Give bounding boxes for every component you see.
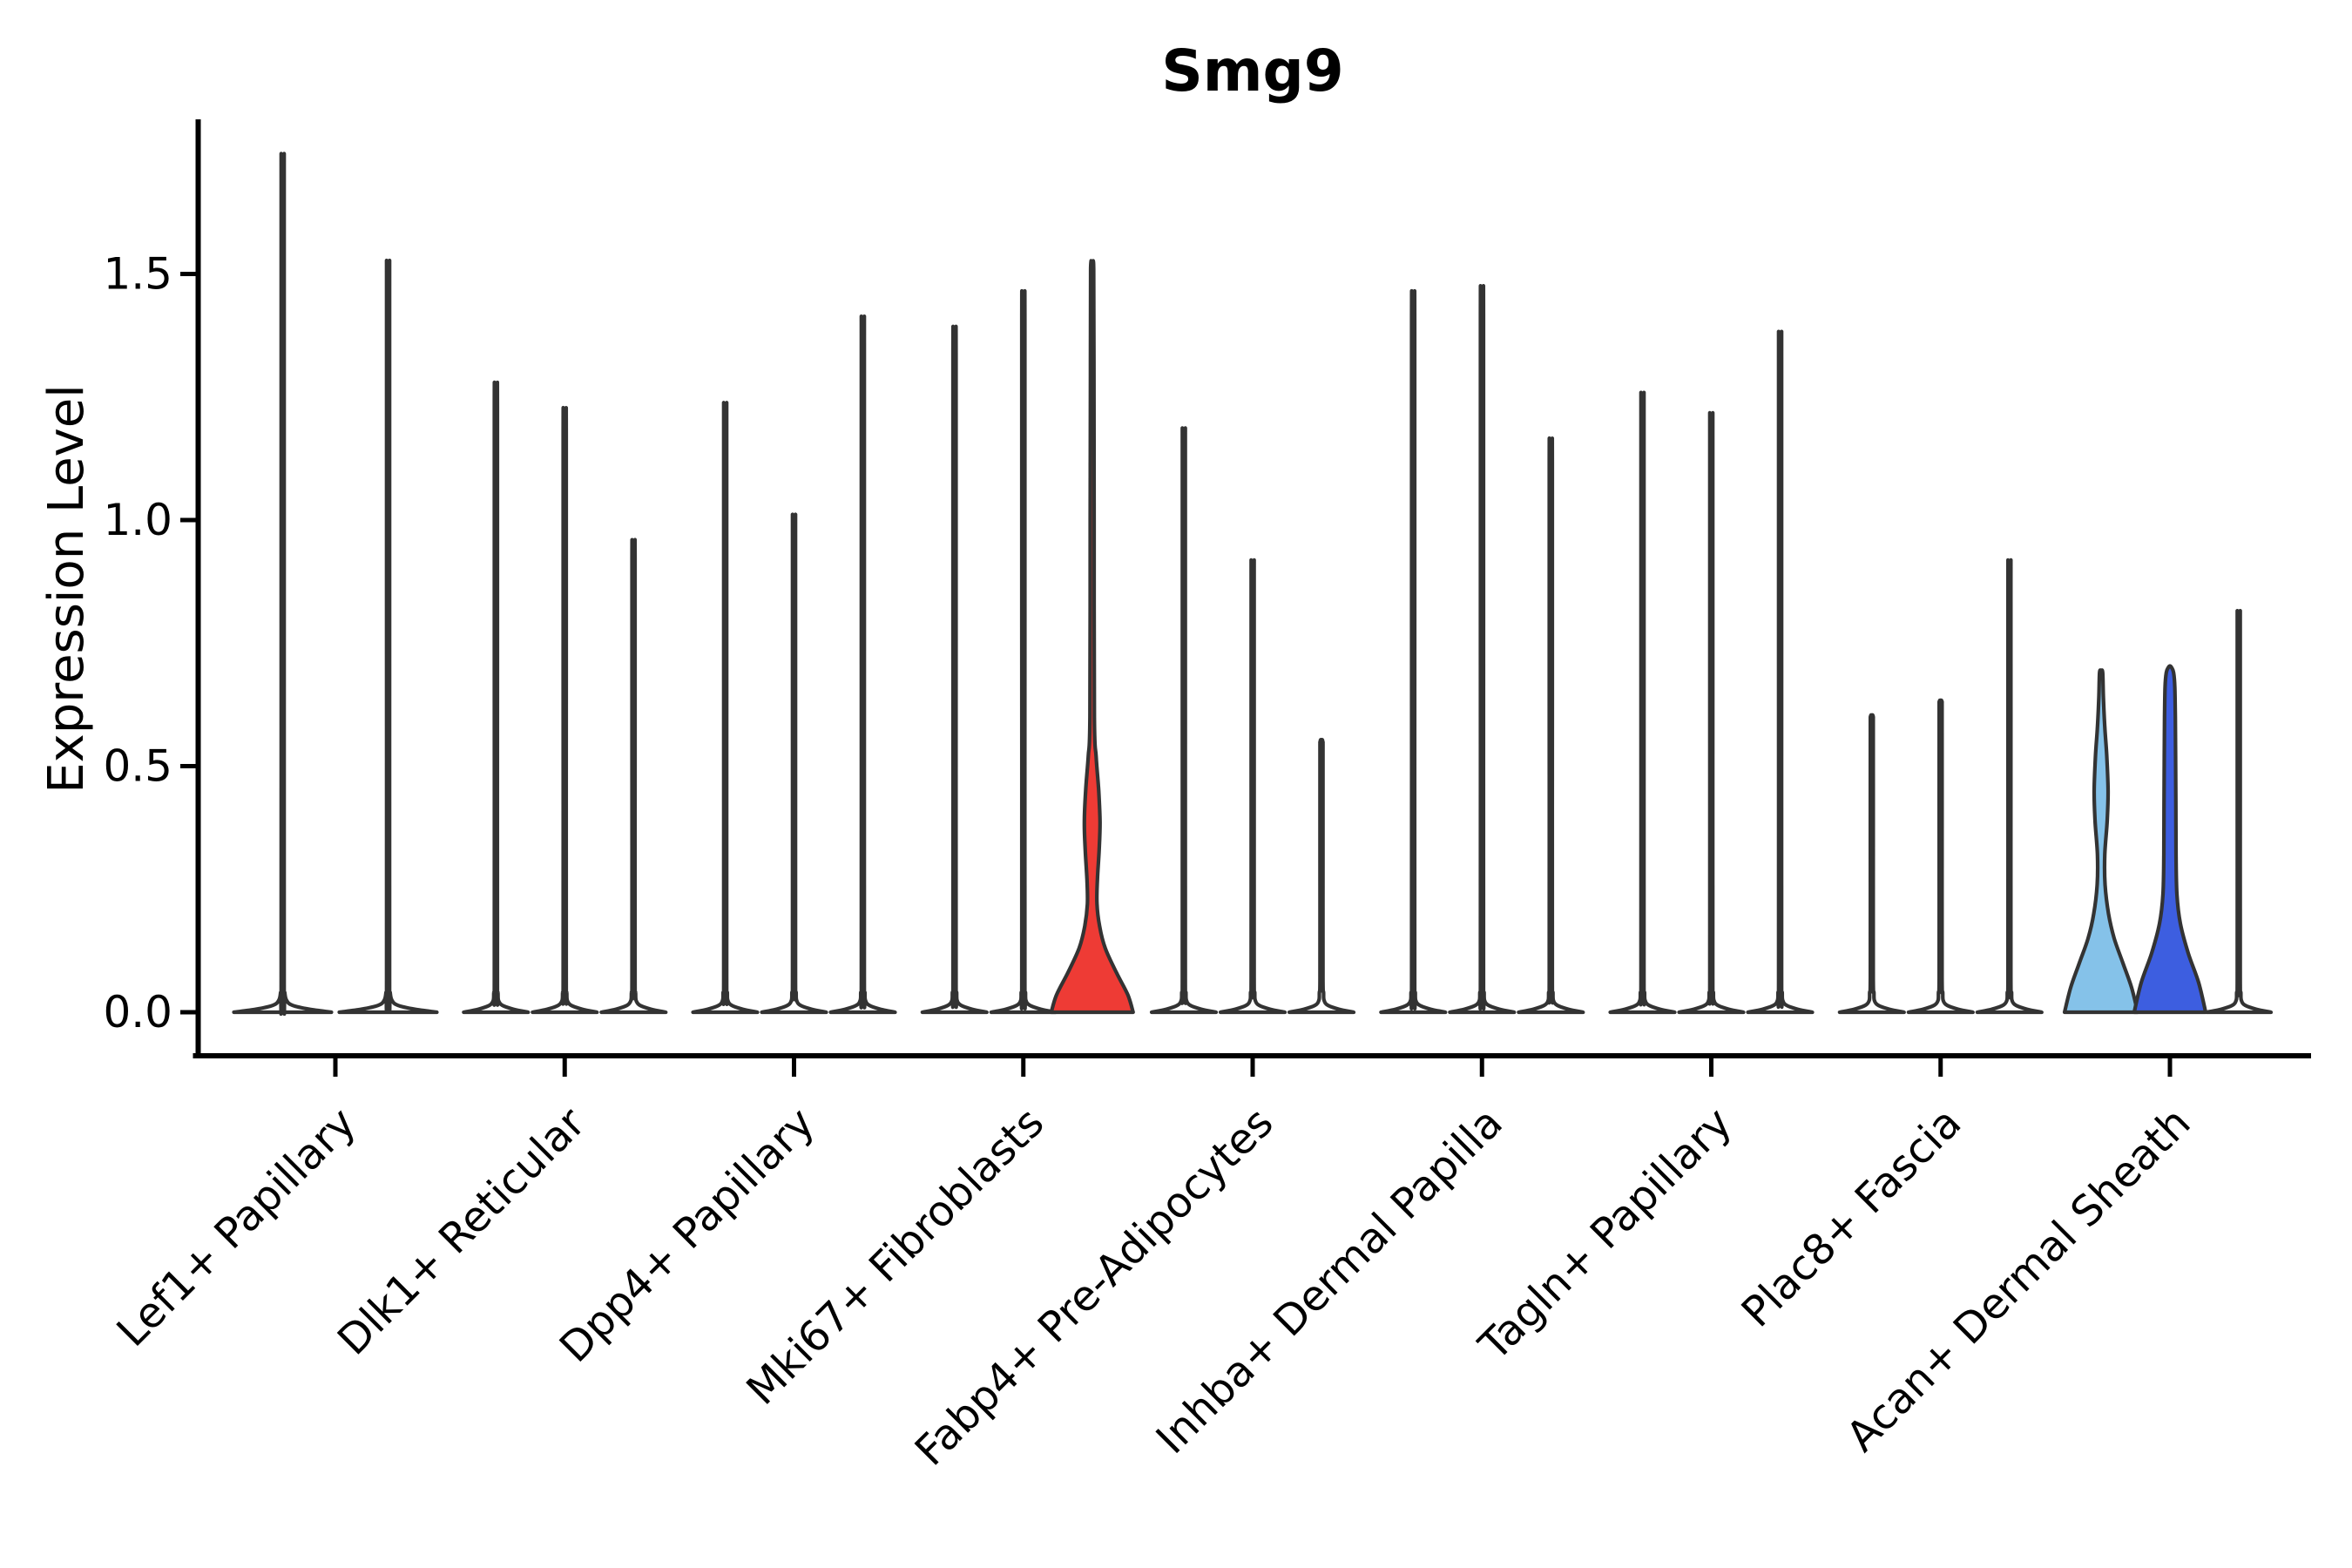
y-tick-label-0: 0.0 — [103, 987, 172, 1037]
violin-0-0 — [232, 152, 334, 1017]
violin-4-0 — [1149, 426, 1219, 1015]
violin-1-1 — [531, 405, 599, 1015]
violin-7-2 — [1975, 558, 2044, 1015]
chart-title: Smg9 — [1161, 37, 1343, 105]
violin-8-1 — [2132, 664, 2208, 1015]
violin-3-1 — [989, 289, 1058, 1015]
violin-4-2 — [1287, 737, 1356, 1015]
violin-2-0 — [691, 401, 760, 1015]
violin-7-1 — [1906, 698, 1975, 1015]
violin-1-0 — [462, 380, 531, 1015]
x-tick-label-2: Dpp4+ Papillary — [551, 1098, 824, 1372]
violin-8-2 — [2204, 609, 2274, 1015]
violin-4-1 — [1218, 558, 1288, 1015]
violin-0-1 — [337, 259, 439, 1015]
y-axis-label: Expression Level — [38, 384, 95, 794]
violin-5-1 — [1448, 284, 1517, 1015]
x-tick-label-7: Plac8+ Fascia — [1733, 1098, 1971, 1337]
y-tick-label-1: 0.5 — [103, 741, 172, 792]
violin-5-2 — [1517, 436, 1585, 1015]
violin-6-2 — [1746, 329, 1815, 1015]
violin-1-2 — [599, 537, 668, 1015]
violin-3-2 — [1049, 259, 1135, 1015]
violins-group — [232, 152, 2274, 1017]
y-ticks-group: 0.0 0.5 1.0 1.5 — [103, 249, 198, 1037]
x-tick-label-0: Lef1+ Papillary — [108, 1098, 366, 1356]
violin-5-0 — [1379, 289, 1448, 1015]
x-tick-label-1: Dlk1+ Reticular — [328, 1098, 595, 1365]
x-tick-label-6: Tagln+ Papillary — [1470, 1098, 1741, 1370]
violin-8-0 — [2062, 668, 2140, 1015]
violin-2-1 — [760, 512, 828, 1015]
y-tick-label-2: 1.0 — [103, 495, 172, 545]
violin-3-0 — [920, 324, 989, 1015]
y-tick-label-3: 1.5 — [103, 249, 172, 300]
violin-6-1 — [1677, 410, 1746, 1015]
violin-2-2 — [828, 314, 897, 1015]
violin-6-0 — [1608, 390, 1677, 1015]
violin-7-0 — [1837, 713, 1906, 1015]
